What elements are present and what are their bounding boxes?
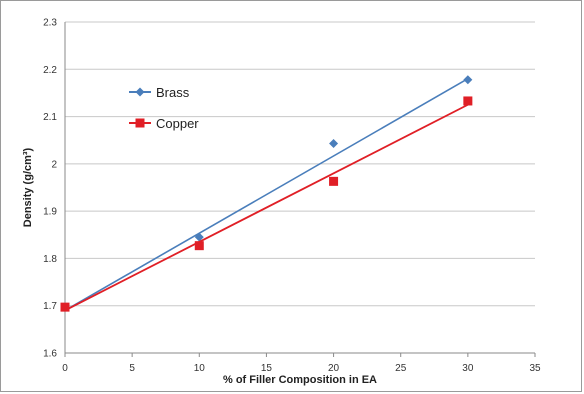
brass-data-point — [329, 139, 339, 149]
y-tick-label: 1.6 — [43, 349, 57, 360]
copper-data-point — [60, 302, 70, 312]
brass-data-point — [463, 75, 473, 85]
y-tick-label: 2.2 — [43, 65, 57, 76]
legend-item-brass: Brass — [129, 85, 190, 100]
x-tick-label: 10 — [194, 363, 206, 374]
copper-trendline — [64, 103, 469, 312]
y-tick-label: 1.8 — [43, 254, 57, 265]
x-tick-label: 15 — [261, 363, 273, 374]
legend-label-brass: Brass — [156, 85, 190, 100]
y-tick-label: 1.9 — [43, 207, 57, 218]
legend-item-copper: Copper — [129, 116, 199, 131]
x-tick-label: 35 — [529, 363, 541, 374]
y-tick-label: 2 — [51, 159, 57, 170]
brass-data-point — [194, 232, 204, 242]
copper-data-point — [194, 241, 204, 251]
x-axis-title: % of Filler Composition in EA — [223, 374, 377, 386]
series-group — [60, 75, 473, 312]
y-tick-label: 1.7 — [43, 301, 57, 312]
axes: 1.6 1.7 1.8 1.9 2 2.1 2.2 2.3 0 5 10 15 20 25 30 35 — [43, 18, 541, 375]
legend: Brass Copper — [129, 85, 199, 131]
y-axis-title: Density (g/cm³) — [22, 147, 34, 227]
grid-lines — [65, 21, 535, 354]
copper-data-point — [329, 176, 339, 186]
x-tick-label: 20 — [328, 363, 340, 374]
legend-label-copper: Copper — [156, 116, 199, 131]
brass-trendline — [64, 78, 469, 312]
series-copper — [60, 96, 473, 312]
y-tick-label: 2.1 — [43, 112, 57, 123]
y-tick-label: 2.3 — [43, 18, 57, 29]
x-tick-label: 30 — [462, 363, 474, 374]
x-tick-label: 0 — [62, 363, 68, 374]
copper-data-point — [463, 96, 473, 106]
plot-area — [65, 22, 535, 353]
legend-marker — [135, 118, 145, 128]
x-tick-label: 25 — [395, 363, 407, 374]
legend-marker — [135, 87, 145, 97]
x-tick-label: 5 — [129, 363, 135, 374]
